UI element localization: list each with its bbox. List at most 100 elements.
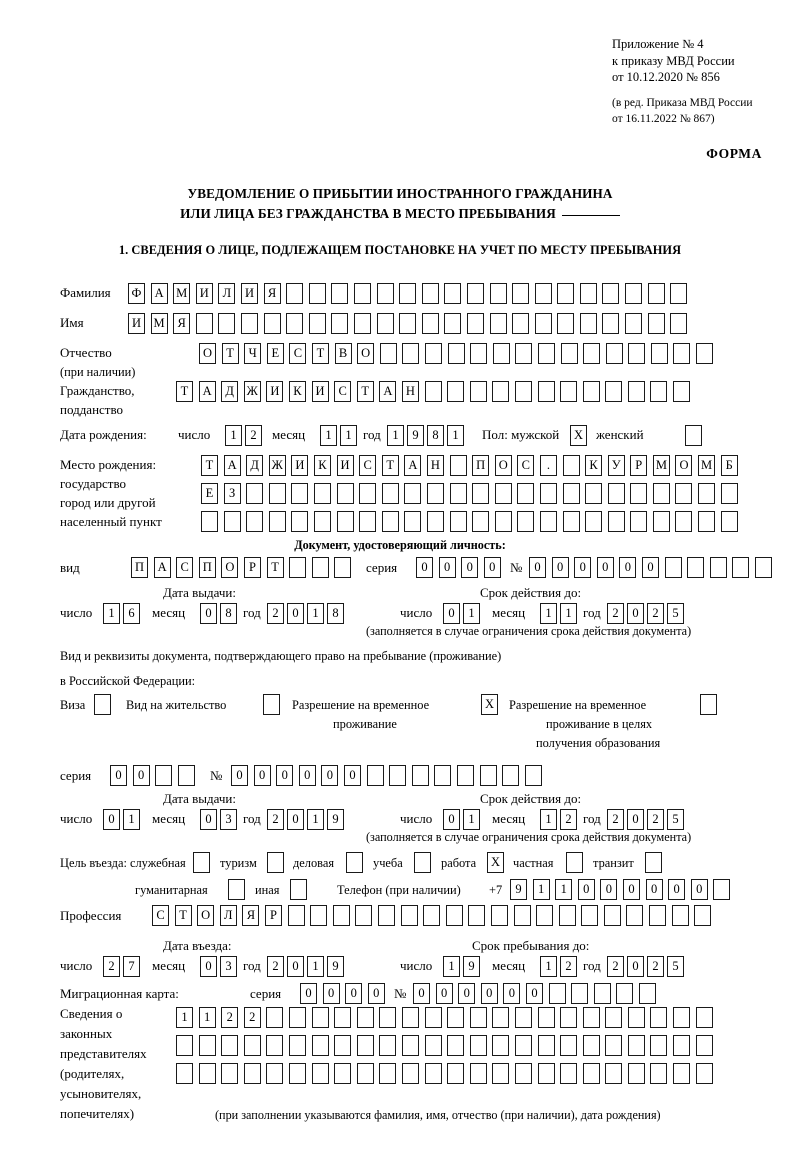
permit-valid-day-cell[interactable]: 0 <box>443 809 460 830</box>
patronymic-cell[interactable]: Т <box>221 343 239 364</box>
phone-cell[interactable]: 0 <box>577 879 595 900</box>
doc-series-cell[interactable]: 0 <box>438 557 456 578</box>
profession-cell[interactable] <box>423 905 441 926</box>
surname-cell[interactable] <box>376 283 394 304</box>
doc-type-cell[interactable]: Р <box>243 557 261 578</box>
surname-cell[interactable] <box>444 283 462 304</box>
surname-cell[interactable] <box>670 283 688 304</box>
birthplace-2-cell[interactable] <box>472 483 490 504</box>
migration-card-number-cell[interactable]: 0 <box>480 983 498 1004</box>
purpose-humanitarian-checkbox[interactable] <box>228 879 245 900</box>
birthplace-3-cell[interactable] <box>472 511 490 532</box>
stay-day-cell[interactable]: 9 <box>463 956 480 977</box>
legal-rep-2-cell[interactable] <box>627 1035 645 1056</box>
legal-rep-1-cell[interactable]: 2 <box>243 1007 261 1028</box>
legal-rep-2-cell[interactable] <box>605 1035 623 1056</box>
doc-type-cell[interactable] <box>289 557 307 578</box>
permit-issue-year-cell[interactable]: 2 <box>267 809 284 830</box>
birthplace-3-cell[interactable] <box>359 511 377 532</box>
legal-rep-3-cell[interactable] <box>379 1063 397 1084</box>
permit-series-cell[interactable]: 0 <box>110 765 127 786</box>
birthplace-2-cell[interactable] <box>562 483 580 504</box>
phone-cell[interactable]: 1 <box>555 879 573 900</box>
legal-rep-1-cell[interactable] <box>469 1007 487 1028</box>
doc-valid-month-cell[interactable]: 1 <box>540 603 557 624</box>
permit-number-cell[interactable] <box>479 765 497 786</box>
firstname-cell[interactable] <box>240 313 258 334</box>
birthplace-3-cell[interactable] <box>562 511 580 532</box>
purpose-private-checkbox[interactable] <box>566 852 583 873</box>
citizenship-cell[interactable]: Т <box>176 381 193 402</box>
firstname-cell[interactable] <box>670 313 688 334</box>
permit-number-cell[interactable] <box>434 765 452 786</box>
birthplace-3-cell[interactable] <box>517 511 535 532</box>
legal-rep-1-cell[interactable] <box>695 1007 713 1028</box>
firstname-cell[interactable] <box>579 313 597 334</box>
entry-year-cell[interactable]: 0 <box>287 956 304 977</box>
legal-rep-1-cell[interactable] <box>447 1007 465 1028</box>
visa-checkbox[interactable] <box>94 694 111 715</box>
profession-cell[interactable] <box>671 905 689 926</box>
patronymic-cell[interactable]: Ч <box>244 343 262 364</box>
doc-number-cell[interactable]: 0 <box>574 557 592 578</box>
profession-cell[interactable] <box>287 905 305 926</box>
firstname-cell[interactable] <box>466 313 484 334</box>
birthplace-2-cell[interactable] <box>404 483 422 504</box>
legal-rep-2-cell[interactable] <box>537 1035 555 1056</box>
legal-rep-2-cell[interactable] <box>311 1035 329 1056</box>
birthplace-2-cell[interactable] <box>336 483 354 504</box>
purpose-business-checkbox[interactable] <box>346 852 363 873</box>
profession-cell[interactable] <box>513 905 531 926</box>
legal-rep-1-cell[interactable] <box>560 1007 578 1028</box>
legal-rep-2-cell[interactable] <box>288 1035 306 1056</box>
permit-issue-month-cell[interactable]: 0 <box>200 809 217 830</box>
legal-rep-3-cell[interactable] <box>560 1063 578 1084</box>
legal-rep-1-cell[interactable] <box>492 1007 510 1028</box>
legal-rep-2-cell[interactable] <box>469 1035 487 1056</box>
firstname-cell[interactable]: Я <box>173 313 191 334</box>
birthplace-2-cell[interactable] <box>720 483 738 504</box>
surname-cell[interactable] <box>353 283 371 304</box>
legal-rep-2-cell[interactable] <box>650 1035 668 1056</box>
phone-cell[interactable] <box>713 879 731 900</box>
patronymic-cell[interactable]: В <box>334 343 352 364</box>
birthplace-3-cell[interactable] <box>539 511 557 532</box>
surname-cell[interactable]: М <box>173 283 191 304</box>
birthplace-2-cell[interactable] <box>585 483 603 504</box>
surname-cell[interactable] <box>534 283 552 304</box>
legal-rep-2-cell[interactable] <box>673 1035 691 1056</box>
surname-cell[interactable] <box>602 283 620 304</box>
legal-rep-1-cell[interactable] <box>401 1007 419 1028</box>
surname-cell[interactable] <box>489 283 507 304</box>
patronymic-cell[interactable] <box>379 343 397 364</box>
birthplace-2-cell[interactable] <box>246 483 264 504</box>
permit-number-cell[interactable] <box>389 765 407 786</box>
birthplace-1-cell[interactable]: И <box>291 455 309 476</box>
purpose-work-checkbox[interactable]: X <box>487 852 504 873</box>
patronymic-cell[interactable]: Е <box>266 343 284 364</box>
firstname-cell[interactable] <box>376 313 394 334</box>
firstname-cell[interactable] <box>399 313 417 334</box>
doc-valid-month-cell[interactable]: 1 <box>560 603 577 624</box>
legal-rep-1-cell[interactable] <box>514 1007 532 1028</box>
permit-valid-year-cell[interactable]: 0 <box>627 809 644 830</box>
legal-rep-3-cell[interactable] <box>401 1063 419 1084</box>
permit-number-cell[interactable] <box>502 765 520 786</box>
firstname-cell[interactable] <box>602 313 620 334</box>
entry-year-cell[interactable]: 9 <box>327 956 344 977</box>
birthplace-1-cell[interactable]: Т <box>381 455 399 476</box>
firstname-cell[interactable] <box>331 313 349 334</box>
legal-rep-2-cell[interactable] <box>176 1035 193 1056</box>
permit-number-cell[interactable] <box>411 765 429 786</box>
migration-card-number-cell[interactable] <box>638 983 656 1004</box>
doc-valid-day-cell[interactable]: 0 <box>443 603 460 624</box>
